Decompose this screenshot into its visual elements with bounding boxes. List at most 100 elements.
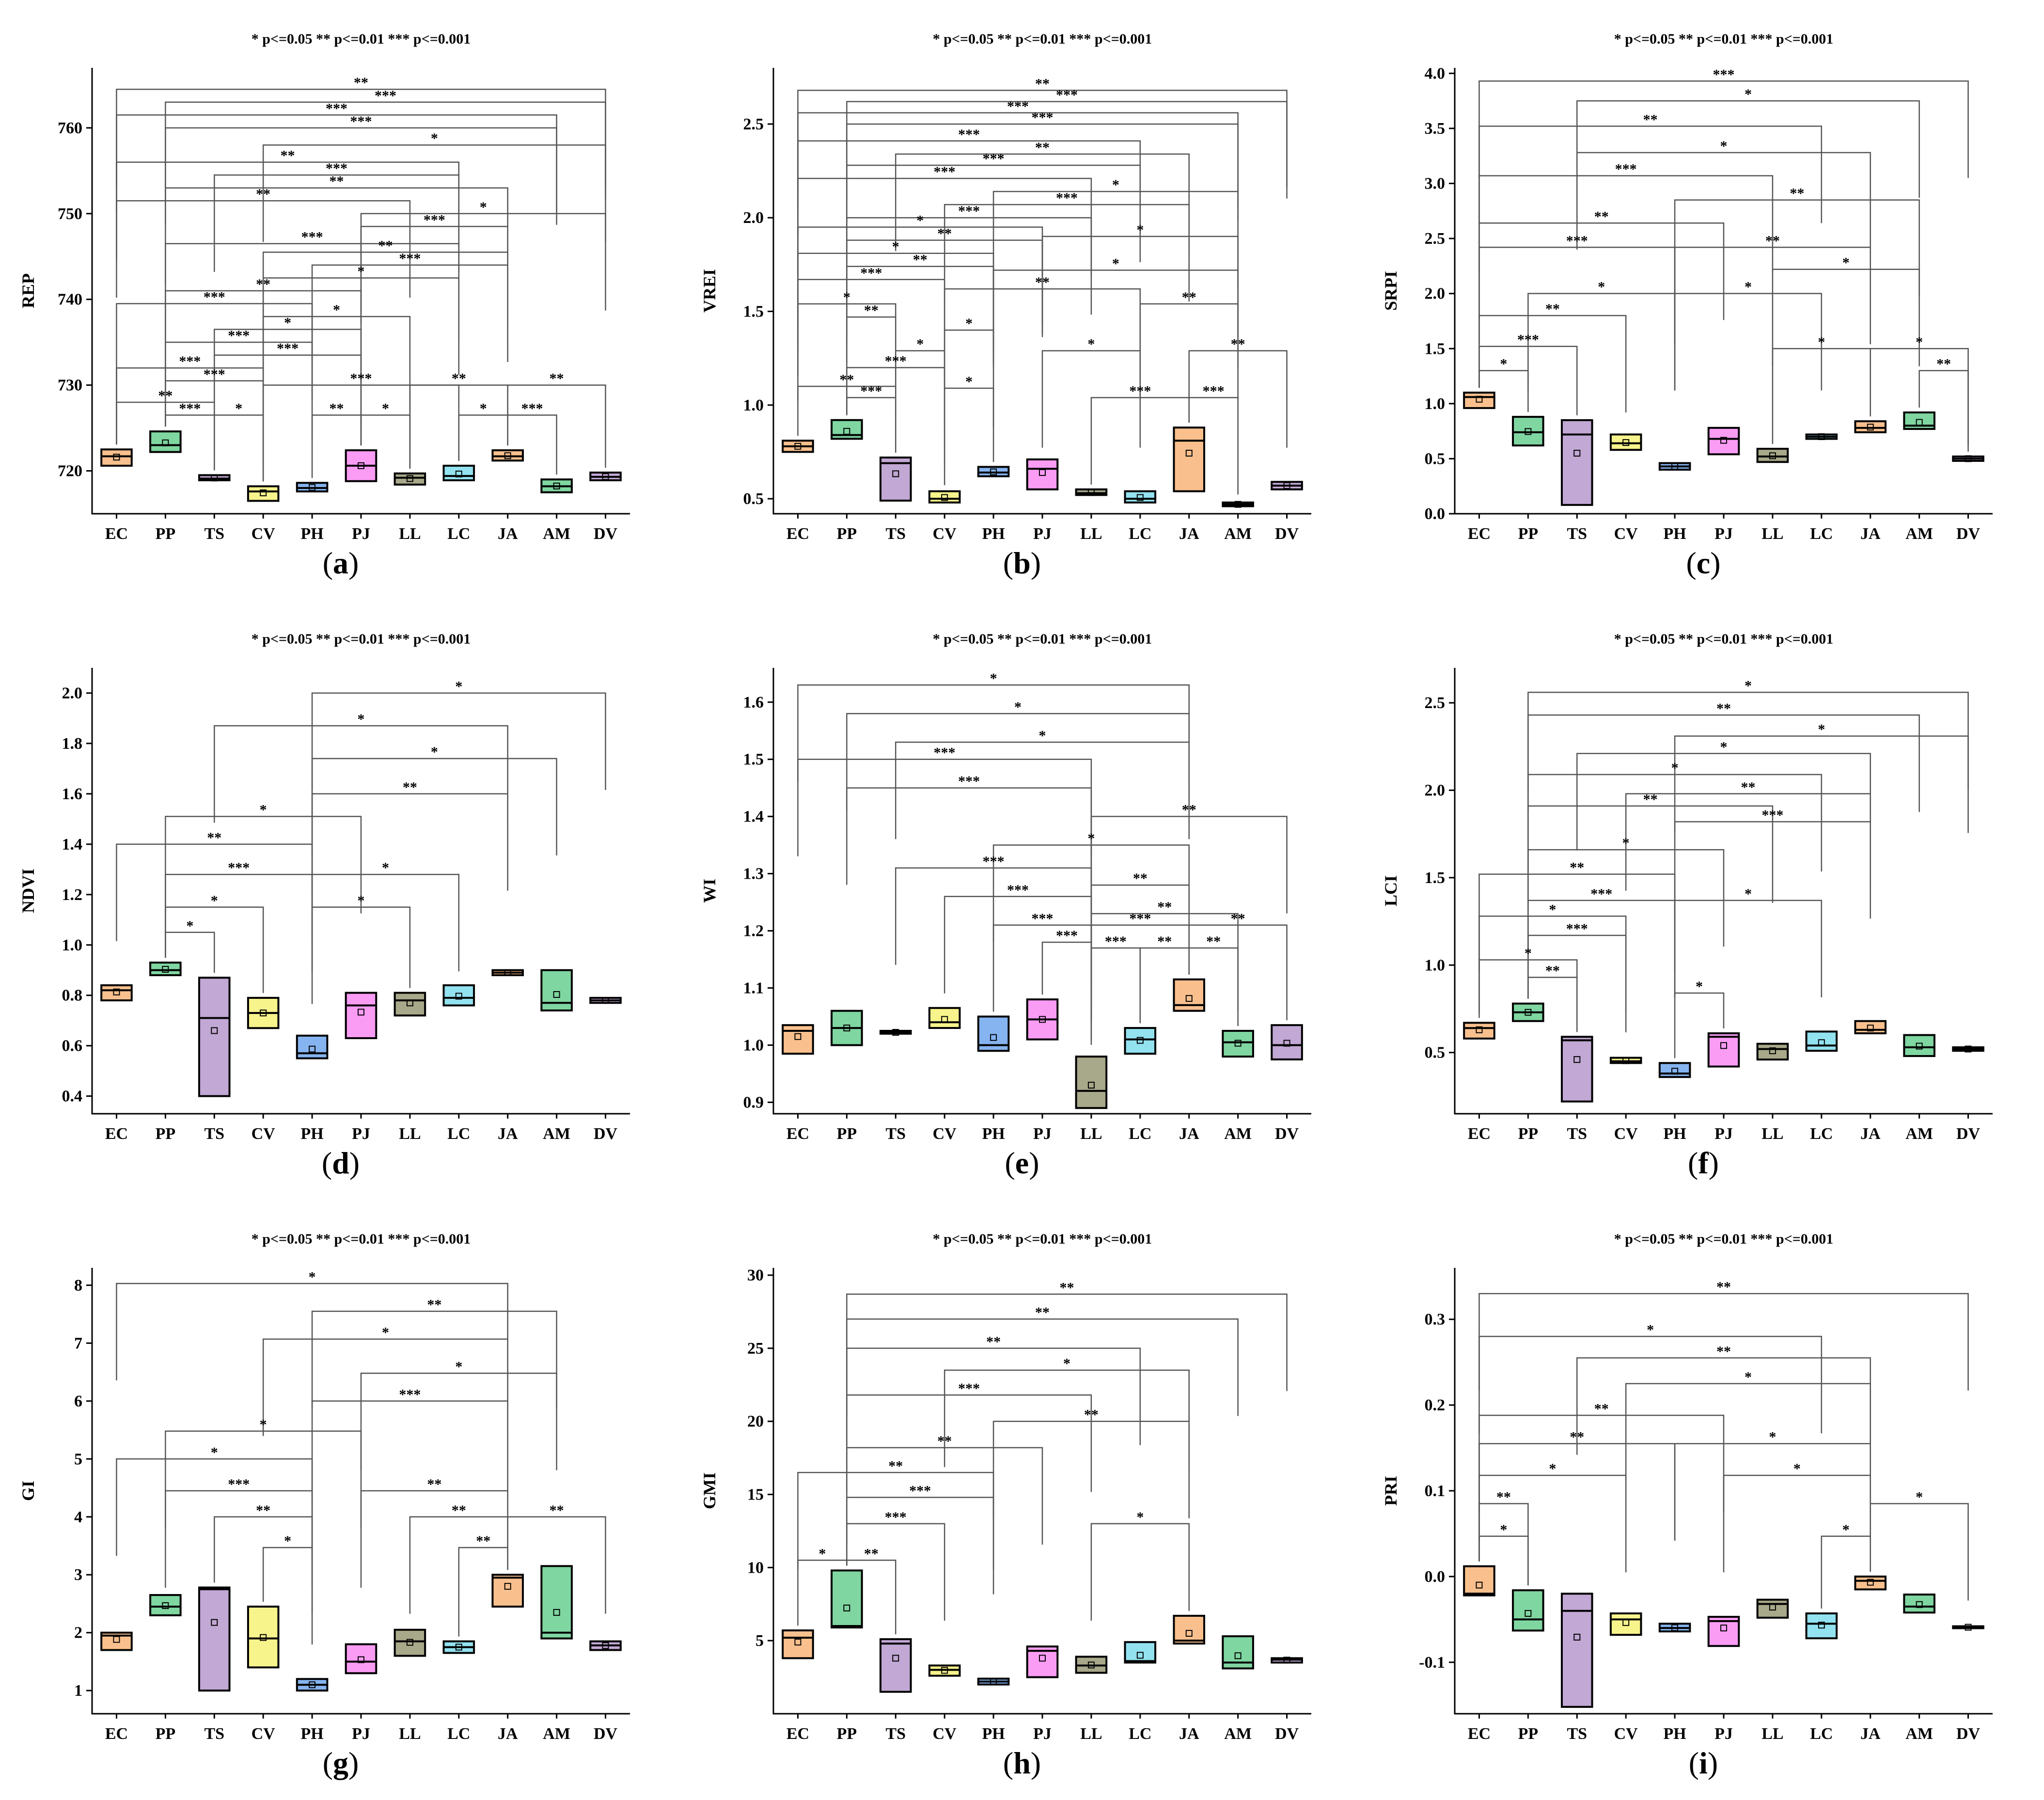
significance-bracket [1674,900,1823,997]
panel-caption: (b) [1003,546,1041,580]
significance-stars: ** [1035,140,1050,156]
panel-caption: (a) [322,546,359,580]
significance-stars: ** [1765,233,1780,249]
x-tick-label-ll: LL [399,1725,421,1743]
box-ec [100,448,133,467]
mean-marker-ph [1671,463,1679,470]
x-tick-label-ll: LL [1761,1125,1783,1143]
significance-stars: *** [350,371,372,387]
chart-svg-gi: * p<=0.05 ** p<=0.01 *** p<=0.001 1 2 3 4 5 6 7… [18,1231,630,1743]
significance-stars: * [211,893,218,909]
chart-panel-wi: * p<=0.05 ** p<=0.01 *** p<=0.001 0.9 1.0 1… [681,600,1363,1200]
significance-bracket [797,226,1043,324]
significance-bracket [1478,247,1676,345]
significance-stars: *** [958,774,980,789]
x-tick-label-pp: PP [156,1725,176,1743]
chart-svg-ndvi: * p<=0.05 ** p<=0.01 *** p<=0.001 0.4 0.6 0… [18,631,630,1143]
significance-bracket [214,414,264,482]
x-tick-label-ph: PH [982,1125,1005,1143]
significance-stars: *** [1615,161,1637,177]
mean-marker-ll [406,999,413,1007]
panel-letter: h [1013,1746,1031,1780]
significance-bracket [992,1421,1190,1518]
y-tick-label: -0.1 [1419,1654,1445,1672]
box-ts [1560,419,1593,506]
significance-bracket [116,1283,508,1381]
mean-marker-ph [1671,1068,1679,1075]
x-tick-label-ts: TS [204,1725,224,1743]
significance-stars: ** [330,401,344,417]
axes-frame [772,1268,1311,1715]
x-tick-label-lc: LC [1129,1725,1151,1743]
x-tick-label-lc: LC [1810,525,1833,543]
significance-stars: *** [521,401,543,417]
x-tick-label-pj: PJ [1033,1125,1052,1143]
mean-marker-pj [1039,1016,1046,1023]
significance-bracket [1674,821,1871,919]
mean-marker-dv [1283,482,1290,489]
mean-marker-cv [941,1667,948,1674]
significance-stars: * [818,1546,826,1562]
x-tick-label-ts: TS [1567,1725,1587,1743]
x-tick-label-pj: PJ [1714,1725,1733,1743]
significance-stars: * [1745,886,1752,902]
x-tick-label-dv: DV [1275,525,1299,543]
box-pj [1026,458,1059,490]
x-tick-label-lc: LC [447,1725,470,1743]
significance-stars: *** [1007,882,1029,898]
significance-stars: * [1549,1461,1556,1477]
significance-bracket [214,725,508,823]
box-ec [1463,1565,1495,1596]
significance-bracket [1527,934,1627,1032]
x-tick-label-lc: LC [1810,1125,1833,1143]
x-tick-label-pp: PP [1518,1125,1539,1143]
box-ts [1560,1036,1593,1103]
y-tick-label: 1.5 [1425,869,1446,887]
y-tick-label: 1.0 [743,1036,764,1054]
x-tick-label-ts: TS [1567,525,1587,543]
significance-stars: ** [937,1433,952,1449]
y-tick-label: 0.4 [62,1088,83,1105]
box-ll [1756,447,1789,463]
box-ja [1173,1614,1206,1645]
panel-caption: (h) [1003,1746,1041,1780]
box-lc [442,984,475,1007]
significance-stars: * [480,199,487,215]
significance-stars: * [1063,1356,1070,1372]
box-ec [100,984,133,1002]
box-pp [1512,416,1544,447]
significance-stars: ** [427,1476,441,1492]
panel-letter: d [332,1146,349,1180]
significance-stars: ** [1133,870,1148,886]
significance-stars: ** [207,830,221,846]
mean-marker-lc [1136,494,1144,501]
box-pp [831,1569,863,1629]
significance-bracket [1625,1383,1871,1481]
significance-stars: *** [958,1380,980,1396]
significance-bracket [846,164,1141,263]
significance-stars: *** [958,126,980,142]
mean-marker-pp [843,1025,850,1032]
significance-bracket [1527,977,1578,1032]
x-tick-label-ll: LL [399,1125,421,1143]
mean-marker-pp [1525,1610,1532,1617]
x-tick-label-am: AM [543,1125,570,1143]
significance-stars: * [1112,255,1119,271]
mean-marker-dv [1965,455,1972,462]
significance-bracket [1478,126,1823,223]
y-tick-label: 25 [747,1340,764,1358]
x-tick-label-dv: DV [594,1125,618,1143]
y-tick-label: 1.2 [743,922,764,940]
panel-letter: a [333,546,348,580]
significance-stars: *** [204,289,225,305]
y-tick-label: 1.2 [62,886,83,904]
significance-stars: *** [277,341,299,357]
mean-marker-pp [843,1604,850,1611]
box-ec [782,1629,814,1659]
significance-stars: ** [330,174,344,189]
significance-stars: ** [1570,860,1584,876]
mean-marker-ec [113,1636,120,1643]
mean-marker-am [1916,1601,1923,1608]
panel-caption: (c) [1686,546,1721,580]
panel-letter: b [1013,546,1031,580]
